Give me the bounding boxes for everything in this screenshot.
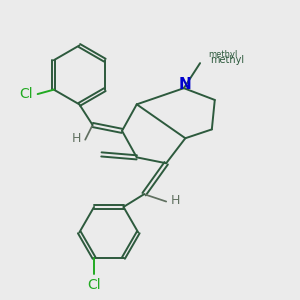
Text: H: H [72, 132, 81, 145]
Text: Cl: Cl [87, 278, 101, 292]
Text: methyl: methyl [210, 55, 244, 64]
Text: H: H [171, 194, 180, 207]
Text: N: N [179, 77, 192, 92]
Text: Cl: Cl [20, 87, 33, 101]
Text: methyl: methyl [208, 50, 238, 59]
